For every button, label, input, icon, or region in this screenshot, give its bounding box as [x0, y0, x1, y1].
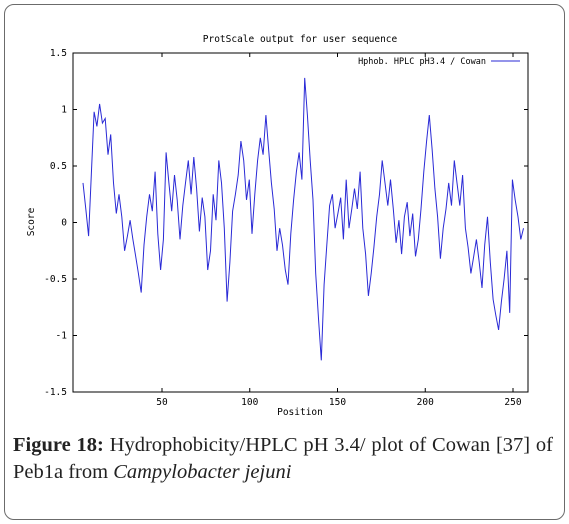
- y-tick-label: 1.5: [50, 48, 67, 59]
- legend: Hphob. HPLC pH3.4 / Cowan: [358, 57, 520, 67]
- x-axis: 50 100 150 200 250: [156, 53, 522, 408]
- x-axis-label: Position: [277, 407, 323, 418]
- y-tick-label: -0.5: [44, 274, 67, 285]
- x-tick-label: 100: [241, 397, 258, 408]
- y-tick-label: -1: [56, 331, 68, 342]
- caption-text: Hydrophobicity/HPLC pH 3.4/ plot of Cowa…: [13, 434, 553, 483]
- series-line: [82, 77, 524, 361]
- x-tick-label: 150: [329, 397, 346, 408]
- caption-species: Campylobacter jejuni: [113, 461, 292, 483]
- x-tick-label: 200: [417, 397, 434, 408]
- chart: ProtScale output for user sequence 1.510…: [26, 34, 529, 418]
- series-group: [82, 77, 524, 361]
- legend-entry-label: Hphob. HPLC pH3.4 / Cowan: [358, 57, 486, 67]
- y-tick-label: -1.5: [44, 387, 67, 398]
- y-tick-label: 0: [61, 218, 67, 229]
- chart-title: ProtScale output for user sequence: [203, 34, 398, 45]
- x-tick-label: 250: [504, 397, 521, 408]
- y-tick-label: 1: [61, 105, 67, 116]
- caption-label: Figure 18:: [13, 434, 104, 456]
- y-tick-label: 0.5: [50, 161, 67, 172]
- figure-caption: Figure 18: Hydrophobicity/HPLC pH 3.4/ p…: [13, 432, 553, 486]
- x-tick-label: 50: [156, 397, 168, 408]
- plot-area: [72, 52, 529, 393]
- y-axis-label: Score: [26, 207, 37, 236]
- y-axis: 1.5 1 0.5 0 -0.5 -1 -1.5: [44, 48, 528, 398]
